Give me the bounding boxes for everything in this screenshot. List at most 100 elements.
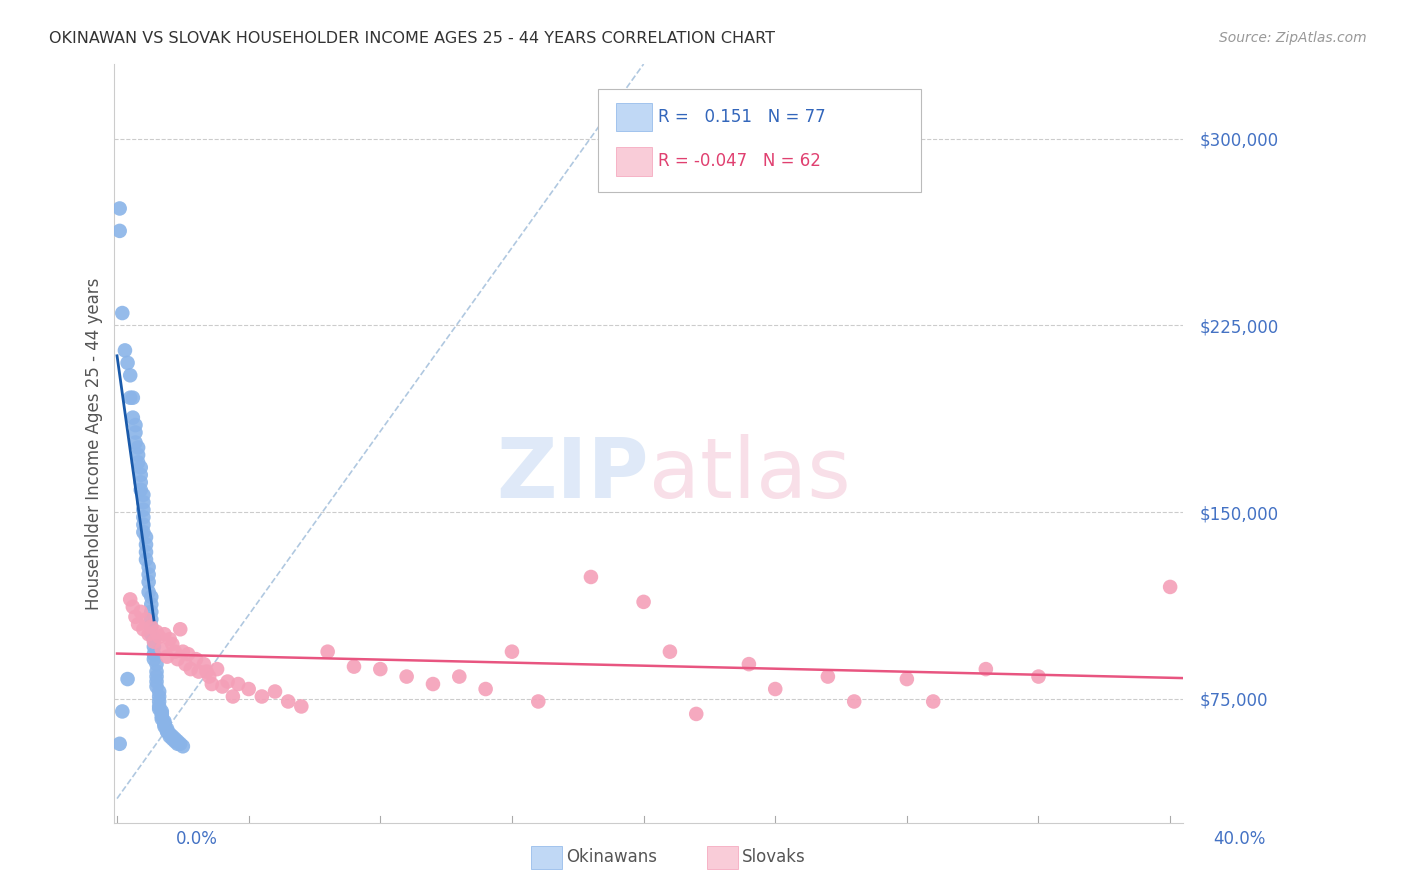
- Point: [579, 570, 602, 584]
- Point: [156, 724, 179, 739]
- Point: [148, 684, 170, 698]
- Point: [162, 637, 184, 651]
- Point: [120, 592, 142, 607]
- Point: [124, 435, 146, 450]
- Point: [153, 627, 176, 641]
- Point: [132, 517, 155, 532]
- Point: [264, 684, 287, 698]
- Point: [150, 712, 173, 726]
- Point: [159, 727, 181, 741]
- Point: [163, 645, 186, 659]
- Point: [114, 343, 136, 358]
- Point: [163, 731, 186, 746]
- Point: [129, 460, 152, 475]
- Point: [108, 202, 131, 216]
- Point: [166, 652, 188, 666]
- Point: [117, 672, 139, 686]
- Point: [162, 729, 184, 743]
- Point: [166, 737, 188, 751]
- Point: [124, 418, 146, 433]
- Point: [148, 699, 170, 714]
- Point: [156, 722, 179, 736]
- Point: [226, 677, 249, 691]
- Point: [172, 739, 194, 754]
- Text: 40.0%: 40.0%: [1213, 830, 1265, 847]
- Point: [129, 483, 152, 497]
- Point: [174, 657, 197, 672]
- Point: [150, 709, 173, 723]
- Point: [135, 552, 157, 566]
- Text: Source: ZipAtlas.com: Source: ZipAtlas.com: [1219, 31, 1367, 45]
- Point: [145, 680, 167, 694]
- Text: R = -0.047   N = 62: R = -0.047 N = 62: [658, 153, 821, 170]
- Point: [1028, 669, 1050, 683]
- Point: [108, 737, 131, 751]
- Point: [135, 612, 157, 626]
- Point: [422, 677, 444, 691]
- Point: [150, 706, 173, 721]
- Point: [148, 690, 170, 704]
- Point: [150, 642, 173, 657]
- Point: [148, 702, 170, 716]
- Point: [180, 662, 202, 676]
- Point: [141, 598, 163, 612]
- Point: [142, 647, 165, 661]
- Text: OKINAWAN VS SLOVAK HOUSEHOLDER INCOME AGES 25 - 44 YEARS CORRELATION CHART: OKINAWAN VS SLOVAK HOUSEHOLDER INCOME AG…: [49, 31, 775, 46]
- Text: Okinawans: Okinawans: [567, 848, 658, 866]
- Point: [132, 622, 155, 636]
- Point: [120, 368, 142, 383]
- Point: [142, 632, 165, 647]
- Point: [159, 729, 181, 743]
- Point: [129, 475, 152, 490]
- Point: [1159, 580, 1181, 594]
- Point: [124, 610, 146, 624]
- Point: [138, 567, 160, 582]
- Point: [449, 669, 471, 683]
- Point: [117, 356, 139, 370]
- Point: [132, 502, 155, 516]
- Point: [159, 632, 181, 647]
- Point: [142, 640, 165, 654]
- Point: [108, 224, 131, 238]
- Point: [135, 545, 157, 559]
- Point: [290, 699, 312, 714]
- Point: [343, 659, 366, 673]
- Point: [474, 681, 496, 696]
- Point: [156, 649, 179, 664]
- Point: [145, 665, 167, 679]
- Point: [368, 662, 391, 676]
- Point: [162, 731, 184, 746]
- Point: [132, 510, 155, 524]
- Point: [250, 690, 273, 704]
- Text: ZIP: ZIP: [496, 434, 648, 515]
- Point: [817, 669, 839, 683]
- Point: [169, 622, 191, 636]
- Point: [145, 624, 167, 639]
- Point: [844, 694, 866, 708]
- Point: [163, 734, 186, 748]
- Point: [135, 538, 157, 552]
- Point: [121, 410, 143, 425]
- Point: [111, 705, 134, 719]
- Point: [141, 620, 163, 634]
- Point: [138, 585, 160, 599]
- Point: [205, 662, 228, 676]
- Point: [141, 612, 163, 626]
- Point: [148, 694, 170, 708]
- Point: [132, 495, 155, 509]
- Point: [195, 665, 218, 679]
- Point: [121, 391, 143, 405]
- Point: [141, 627, 163, 641]
- Text: R =   0.151   N = 77: R = 0.151 N = 77: [658, 108, 825, 126]
- Point: [141, 620, 163, 634]
- Point: [129, 467, 152, 482]
- Point: [193, 657, 215, 672]
- Point: [217, 674, 239, 689]
- Point: [132, 488, 155, 502]
- Point: [896, 672, 918, 686]
- Point: [238, 681, 260, 696]
- Point: [922, 694, 945, 708]
- Point: [111, 306, 134, 320]
- Point: [187, 665, 209, 679]
- Point: [127, 455, 149, 469]
